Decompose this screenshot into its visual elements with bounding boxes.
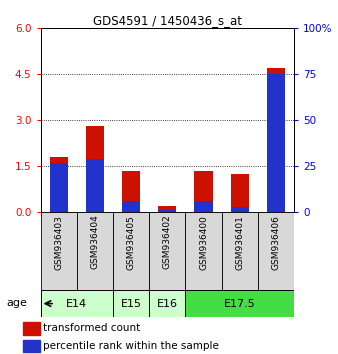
Bar: [23, 340, 40, 352]
Bar: [86, 126, 104, 212]
Text: age: age: [7, 298, 28, 308]
Title: GDS4591 / 1450436_s_at: GDS4591 / 1450436_s_at: [93, 14, 242, 27]
Bar: [231, 207, 249, 212]
Bar: [158, 206, 176, 212]
Bar: [41, 290, 113, 317]
Text: percentile rank within the sample: percentile rank within the sample: [43, 341, 219, 351]
Bar: [113, 212, 149, 290]
Bar: [149, 212, 186, 290]
Text: GSM936401: GSM936401: [235, 215, 244, 270]
Bar: [122, 171, 140, 212]
Bar: [50, 163, 68, 212]
Bar: [86, 159, 104, 212]
Text: GSM936400: GSM936400: [199, 215, 208, 270]
Bar: [267, 68, 285, 212]
Bar: [77, 212, 113, 290]
Text: E16: E16: [157, 298, 178, 309]
Bar: [122, 201, 140, 212]
Text: GSM936402: GSM936402: [163, 215, 172, 269]
Bar: [222, 212, 258, 290]
Bar: [267, 74, 285, 212]
Bar: [23, 322, 40, 335]
Bar: [186, 290, 294, 317]
Text: GSM936404: GSM936404: [90, 215, 99, 269]
Text: GSM936405: GSM936405: [127, 215, 136, 270]
Text: E17.5: E17.5: [224, 298, 256, 309]
Text: transformed count: transformed count: [43, 323, 141, 333]
Bar: [158, 210, 176, 212]
Bar: [258, 212, 294, 290]
Bar: [194, 201, 213, 212]
Bar: [50, 157, 68, 212]
Bar: [113, 290, 149, 317]
Text: E14: E14: [66, 298, 87, 309]
Bar: [186, 212, 222, 290]
Bar: [41, 212, 77, 290]
Text: GSM936406: GSM936406: [271, 215, 281, 270]
Text: GSM936403: GSM936403: [54, 215, 63, 270]
Bar: [149, 290, 186, 317]
Bar: [194, 171, 213, 212]
Text: E15: E15: [121, 298, 142, 309]
Bar: [231, 174, 249, 212]
